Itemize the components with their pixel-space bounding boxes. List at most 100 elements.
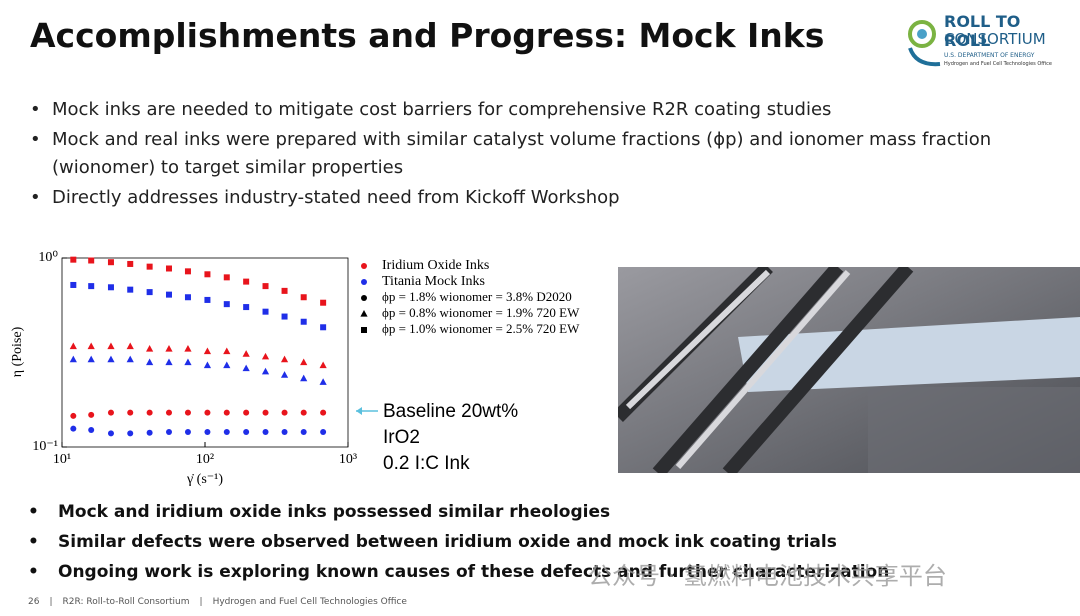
annotation: Baseline 20wt% — [383, 401, 518, 422]
point — [70, 281, 77, 288]
point — [203, 361, 212, 369]
point — [300, 294, 307, 301]
legend-label: ϕp = 1.8% wionomer = 3.8% D2020 — [382, 289, 572, 304]
point — [127, 430, 134, 437]
point — [184, 409, 191, 416]
point — [223, 301, 230, 308]
photo — [618, 267, 1080, 473]
point — [281, 429, 288, 436]
x-axis-label: γ̇ (s⁻¹) — [186, 472, 223, 487]
point — [69, 355, 77, 363]
point — [262, 409, 269, 416]
point — [204, 271, 211, 278]
legend-swatch — [361, 263, 367, 269]
logo-agency: U.S. DEPARTMENT OF ENERGY — [944, 52, 1035, 59]
point — [88, 411, 95, 418]
point — [300, 409, 307, 416]
point — [107, 409, 114, 416]
point — [107, 342, 115, 350]
point — [70, 412, 77, 419]
point — [70, 425, 77, 432]
point — [165, 429, 172, 436]
point — [107, 259, 114, 266]
bullet: Directly addresses industry-stated need … — [28, 184, 1078, 212]
footer-left: R2R: Roll-to-Roll Consortium — [62, 597, 190, 607]
point — [300, 318, 307, 325]
point — [88, 257, 95, 264]
footer-right: Hydrogen and Fuel Cell Technologies Offi… — [212, 597, 407, 607]
point — [300, 358, 308, 366]
point — [184, 294, 191, 301]
point — [319, 361, 327, 369]
point — [243, 409, 250, 416]
legend-label: ϕp = 0.8% wionomer = 1.9% 720 EW — [382, 305, 580, 320]
logo: ROLL TO ROLL CONSORTIUM U.S. DEPARTMENT … — [906, 12, 1066, 72]
point — [204, 296, 211, 303]
point — [223, 274, 230, 281]
point — [223, 429, 230, 436]
point — [281, 287, 288, 294]
point — [184, 429, 191, 436]
bullet: Mock inks are needed to mitigate cost ba… — [28, 96, 1078, 124]
point — [261, 352, 270, 360]
x-tick-label: 10³ — [339, 452, 357, 467]
logo-name: ROLL TO ROLL — [944, 12, 1021, 50]
point — [320, 429, 327, 436]
y-axis-label: η (Poise) — [10, 326, 25, 377]
legend-swatch — [361, 327, 367, 333]
point — [204, 409, 211, 416]
result: Ongoing work is exploring known causes o… — [26, 557, 1076, 587]
point — [243, 278, 250, 285]
legend-label: ϕp = 1.0% wionomer = 2.5% 720 EW — [382, 321, 580, 336]
point — [146, 345, 154, 352]
point — [165, 409, 172, 416]
point — [127, 409, 134, 416]
x-tick-label: 10¹ — [53, 452, 71, 467]
result: Mock and iridium oxide inks possessed si… — [26, 497, 1076, 527]
point — [88, 283, 95, 290]
annotation-arrowhead — [356, 407, 362, 415]
legend-label: Iridium Oxide Inks — [382, 258, 489, 273]
point — [146, 409, 153, 416]
point — [320, 299, 327, 306]
point — [126, 342, 134, 350]
point — [127, 260, 134, 267]
point — [242, 364, 250, 372]
point — [165, 358, 173, 366]
point — [320, 409, 327, 416]
point — [281, 409, 288, 416]
point — [261, 367, 270, 375]
point — [300, 429, 307, 436]
point — [242, 350, 250, 357]
watermark: 公众号 · 氢燃料电池技术共享平台 — [588, 562, 947, 590]
point — [69, 342, 77, 350]
legend-swatch — [360, 310, 368, 317]
annotation: IrO2 — [383, 427, 420, 448]
bullet: Mock and real inks were prepared with si… — [28, 126, 1078, 182]
point — [107, 430, 114, 437]
legend-swatch — [361, 279, 367, 285]
footer: 26 | R2R: Roll-to-Roll Consortium | Hydrog… — [28, 597, 407, 607]
results-list: Mock and iridium oxide inks possessed si… — [26, 497, 1076, 587]
logo-icon — [908, 20, 941, 67]
point — [300, 374, 308, 382]
point — [223, 409, 230, 416]
bullet-list: Mock inks are needed to mitigate cost ba… — [28, 96, 1078, 214]
x-tick-label: 10² — [196, 452, 214, 467]
separator: | — [49, 597, 53, 607]
point — [262, 308, 269, 315]
point — [320, 324, 327, 331]
point — [126, 355, 134, 363]
annotation: 0.2 I:C Ink — [383, 453, 470, 474]
page-number: 26 — [28, 597, 40, 607]
point — [280, 355, 289, 363]
point — [107, 284, 114, 291]
point — [146, 263, 153, 270]
point — [88, 427, 95, 434]
title: Accomplishments and Progress: Mock Inks — [30, 16, 825, 55]
point — [184, 268, 191, 275]
point — [243, 304, 250, 311]
point — [280, 371, 289, 378]
point — [146, 358, 154, 366]
point — [223, 347, 231, 355]
